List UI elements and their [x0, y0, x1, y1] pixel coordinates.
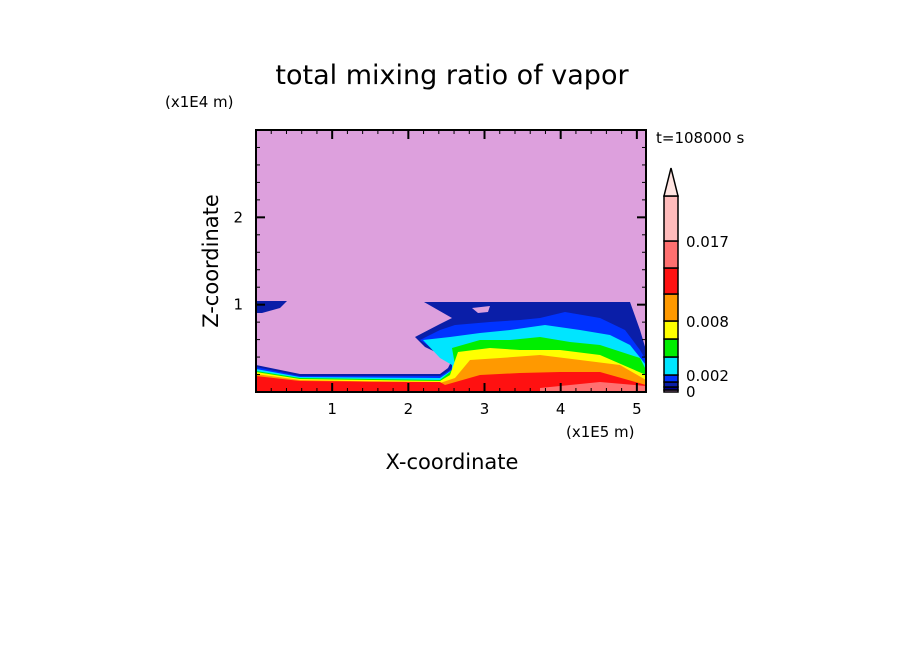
x-axis-label: X-coordinate — [386, 450, 519, 474]
x-tick-label: 1 — [327, 400, 337, 418]
colorbar-band — [663, 320, 679, 340]
y-tick-label: 1 — [233, 296, 243, 314]
contour-fields — [256, 130, 646, 392]
colorbar-band — [663, 338, 679, 358]
contour-level-red — [256, 372, 646, 392]
contour-level-salmon — [540, 382, 646, 392]
colorbar-band — [663, 356, 679, 376]
time-label: t=108000 s — [656, 129, 744, 147]
colorbar-label: 0 — [686, 383, 696, 401]
x-tick-label: 5 — [632, 400, 642, 418]
colorbar-band — [663, 293, 679, 322]
axis-tick-labels: 1 2 3 4 5 1 2 — [233, 208, 641, 418]
x-tick-label: 4 — [556, 400, 566, 418]
colorbar-label: 0.017 — [686, 233, 729, 251]
colorbar-label: 0.002 — [686, 367, 729, 385]
y-unit-label: (x1E4 m) — [165, 93, 234, 111]
colorbar-band — [663, 267, 679, 295]
colorbar-label: 0.008 — [686, 313, 729, 331]
y-tick-label: 2 — [233, 208, 243, 226]
plot-frame — [255, 129, 647, 393]
chart-title: total mixing ratio of vapor — [275, 60, 629, 91]
x-tick-label: 2 — [404, 400, 414, 418]
colorbar-band — [663, 240, 679, 269]
x-tick-label: 3 — [480, 400, 490, 418]
colorbar-band — [663, 374, 679, 383]
axis-ticks — [256, 130, 646, 392]
colorbar-extend-triangle — [663, 167, 679, 197]
colorbar-band — [663, 195, 679, 242]
contour-hole — [472, 306, 490, 313]
x-unit-label: (x1E5 m) — [566, 423, 635, 441]
y-axis-label: Z-coordinate — [199, 194, 223, 328]
